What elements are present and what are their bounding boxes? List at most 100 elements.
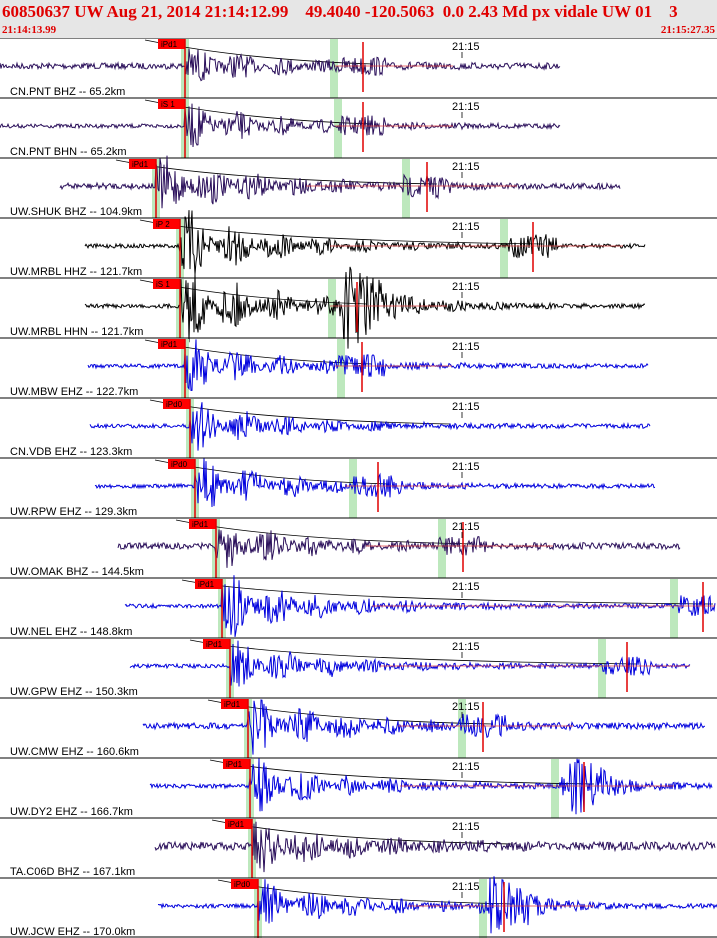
pick-label: iPd1 [192,520,209,529]
channel-label: UW.MBW EHZ -- 122.7km [10,386,138,398]
envelope-curve [149,399,451,425]
pick-label: iPd1 [161,340,178,349]
trace-row[interactable]: iS 1 21:15 CN.PNT BHN -- 65.2km [0,97,717,158]
pick-flag[interactable] [153,219,180,229]
trace-row[interactable]: iPd1 21:15 UW.CMW EHZ -- 160.6km [0,697,717,758]
pick-flag[interactable] [158,39,185,49]
waveform [157,876,717,934]
s-model-band [438,519,446,578]
channel-label: UW.SHUK BHZ -- 104.9km [10,206,142,218]
pick-flag[interactable] [195,579,222,589]
pick-label: iPd0 [234,880,251,889]
trace-row[interactable]: iPd1 21:15 UW.OMAK BHZ -- 144.5km [0,517,717,578]
minute-label: 21:15 [452,881,480,893]
minute-label: 21:15 [452,341,480,353]
s-model-band [337,339,345,398]
waveform [154,821,716,873]
minute-label: 21:15 [452,521,480,533]
waveform [0,48,561,82]
trace-row[interactable]: iPd0 21:15 CN.VDB EHZ -- 123.3km [0,397,717,458]
pick-flag[interactable] [158,99,185,109]
minute-label: 21:15 [452,281,480,293]
s-model-band [458,699,466,758]
trace-row[interactable]: iPd1 21:15 UW.DY2 EHZ -- 166.7km [0,757,717,818]
channel-label: UW.OMAK BHZ -- 144.5km [10,566,144,578]
s-model-band [330,39,338,98]
minute-label: 21:15 [452,821,480,833]
pick-label: iPd1 [206,640,223,649]
channel-label: UW.JCW EHZ -- 170.0km [10,926,135,938]
pick-flag[interactable] [163,399,190,409]
pick-label: iPd1 [132,160,149,169]
pick-flag[interactable] [153,279,180,289]
trace-row[interactable]: iPd1 21:15 UW.GPW EHZ -- 150.3km [0,637,717,698]
waveform [89,402,651,451]
channel-label: UW.DY2 EHZ -- 166.7km [10,806,133,818]
pick-flag[interactable] [225,819,252,829]
channel-label: TA.C06D BHZ -- 167.1km [10,866,135,878]
trace-row[interactable]: iPd1 21:15 UW.NEL EHZ -- 148.8km [0,575,717,638]
channel-label: UW.CMW EHZ -- 160.6km [10,746,139,758]
channel-label: UW.MRBL HHN -- 121.7km [10,326,143,338]
minute-label: 21:15 [452,161,480,173]
waveform [0,103,561,148]
trace-row[interactable]: iPd1 21:15 UW.MBW EHZ -- 122.7km [0,337,717,398]
s-model-band [598,639,606,698]
pick-label: iS 1 [161,100,175,109]
s-model-band [500,219,508,278]
trace-row[interactable]: iPd0 21:15 UW.RPW EHZ -- 129.3km [0,457,717,518]
trace-row[interactable]: iPd1 21:15 UW.SHUK BHZ -- 104.9km [0,155,717,218]
minute-label: 21:15 [452,101,480,113]
channel-label: CN.PNT BHN -- 65.2km [10,146,127,158]
minute-label: 21:15 [452,581,480,593]
pick-flag[interactable] [129,159,156,169]
minute-label: 21:15 [452,641,480,653]
s-model-band [402,159,410,218]
envelope-curve [189,639,638,665]
pick-flag[interactable] [231,879,258,889]
pick-label: iPd1 [161,40,178,49]
minute-label: 21:15 [452,221,480,233]
waveform [84,210,646,275]
pick-label: iS 1 [156,280,170,289]
minute-label: 21:15 [452,701,480,713]
pick-flag[interactable] [168,459,195,469]
event-title: 60850637 UW Aug 21, 2014 21:14:12.99 49.… [2,2,678,21]
channel-label: UW.NEL EHZ -- 148.8km [10,626,132,638]
pick-label: iPd1 [198,580,215,589]
pick-flag[interactable] [221,699,248,709]
seismogram-panel[interactable]: iPd1 21:15 CN.PNT BHZ -- 65.2km iS 1 21:15 CN… [0,38,717,938]
pick-flag[interactable] [203,639,230,649]
waveform [129,640,691,687]
pick-label: iPd1 [226,760,243,769]
window-end-time: 21:15:27.35 [660,24,715,36]
waveform [142,699,706,755]
waveform [87,339,649,392]
trace-row[interactable]: iPd1 21:15 CN.PNT BHZ -- 65.2km [0,38,717,98]
trace-row[interactable]: iPd1 21:15 TA.C06D BHZ -- 167.1km [0,817,717,878]
pick-flag[interactable] [158,339,185,349]
channel-label: CN.PNT BHZ -- 65.2km [10,86,125,98]
pick-label: iPd0 [166,400,183,409]
waveform [84,266,646,349]
pick-label: iP 2 [156,220,170,229]
s-model-band [349,459,357,518]
envelope-curve [139,219,544,245]
minute-label: 21:15 [452,41,480,53]
waveform [94,458,656,508]
channel-label: UW.RPW EHZ -- 129.3km [10,506,137,518]
waveform [117,529,681,568]
window-start-time: 21:14:13.99 [2,24,57,36]
minute-label: 21:15 [452,761,480,773]
trace-row[interactable]: iP 2 21:15 UW.MRBL HHZ -- 121.7km [0,210,717,278]
trace-row[interactable]: iPd0 21:15 UW.JCW EHZ -- 170.0km [0,876,717,938]
trace-row[interactable]: iS 1 21:15 UW.MRBL HHN -- 121.7km [0,266,717,349]
waveform [149,758,713,815]
channel-label: UW.MRBL HHZ -- 121.7km [10,266,142,278]
event-header: 60850637 UW Aug 21, 2014 21:14:12.99 49.… [0,0,717,38]
pick-label: iPd1 [228,820,245,829]
channel-label: CN.VDB EHZ -- 123.3km [10,446,132,458]
pick-flag[interactable] [223,759,250,769]
pick-flag[interactable] [189,519,216,529]
minute-label: 21:15 [452,401,480,413]
